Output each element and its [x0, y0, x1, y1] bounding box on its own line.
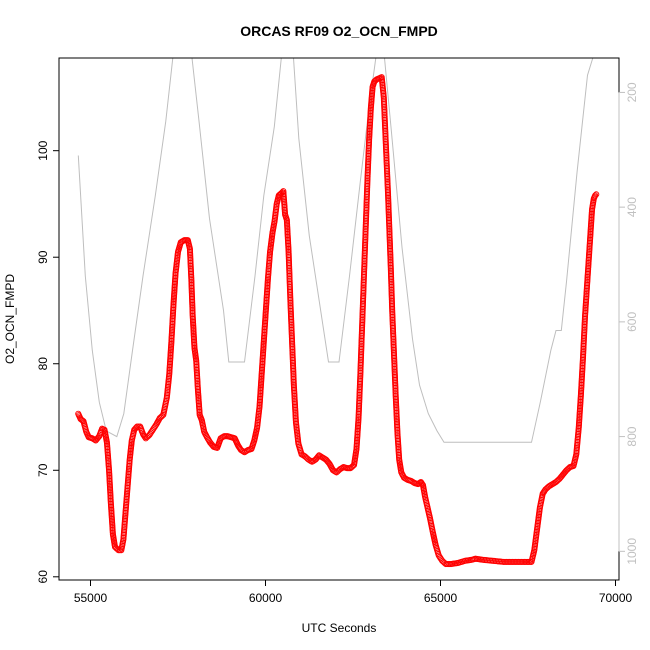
x-axis-label: UTC Seconds — [302, 621, 377, 635]
data-point — [593, 191, 600, 198]
y-tick-label: 70 — [36, 463, 50, 477]
y-axis: 60 70 80 90 100 — [36, 140, 60, 584]
altitude-trace — [77, 58, 594, 443]
y-tick-label: 80 — [36, 357, 50, 371]
x-tick-label: 65000 — [424, 591, 458, 605]
y2-tick-label: 1000 — [625, 538, 639, 565]
y2-tick-label: 200 — [625, 82, 639, 102]
data-point — [332, 468, 339, 475]
x-tick-label: 60000 — [249, 591, 283, 605]
data-point — [592, 192, 599, 199]
y-tick-label: 90 — [36, 250, 50, 264]
y2-tick-label: 800 — [625, 426, 639, 446]
y-tick-label: 100 — [36, 140, 50, 160]
altitude-line — [77, 58, 594, 443]
chart-title: ORCAS RF09 O2_OCN_FMPD — [240, 23, 438, 39]
x-axis: 55000 60000 65000 70000 — [74, 579, 633, 605]
y2-tick-label: 600 — [625, 312, 639, 332]
y-tick-label: 60 — [36, 570, 50, 584]
plot-frame — [58, 57, 620, 581]
x-tick-label: 55000 — [74, 591, 108, 605]
data-point — [339, 464, 346, 471]
data-point — [415, 480, 423, 487]
y2-tick-label: 400 — [625, 197, 639, 217]
y-axis-label: O2_OCN_FMPD — [3, 274, 17, 364]
data-points — [75, 74, 600, 568]
secondary-y-axis: 200 400 600 800 1000 — [618, 82, 639, 565]
x-tick-label: 70000 — [599, 591, 633, 605]
